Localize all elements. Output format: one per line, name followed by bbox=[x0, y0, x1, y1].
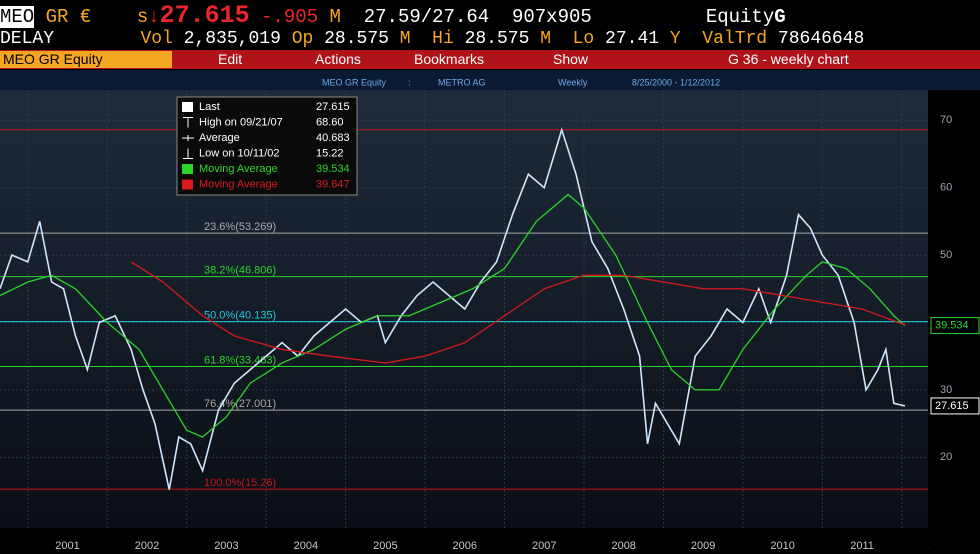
legend-value: 39.534 bbox=[316, 163, 350, 175]
y-tick-label: 30 bbox=[940, 384, 952, 396]
valtrd: 78646648 bbox=[777, 29, 865, 49]
price-tag-label: 39.534 bbox=[935, 320, 969, 332]
price-line bbox=[0, 127, 906, 490]
subtitle-band bbox=[0, 70, 980, 90]
sub-period: Weekly bbox=[558, 77, 588, 87]
legend-label: Last bbox=[199, 101, 220, 113]
change: -.905 bbox=[261, 6, 319, 28]
fib-label: 23.6%(53.269) bbox=[204, 221, 276, 233]
x-tick-label: 2011 bbox=[850, 540, 874, 552]
screen-title: G 36 - weekly chart bbox=[728, 51, 849, 67]
y-tick-label: 20 bbox=[940, 451, 952, 463]
legend-value: 39.647 bbox=[316, 178, 350, 190]
quote-row: MEO GR € s↓27.615 -.905 M 27.59/27.64 90… bbox=[0, 2, 980, 30]
bid-ask: 27.59/27.64 bbox=[363, 6, 490, 28]
fib-label: 50.0%(40.135) bbox=[204, 309, 276, 321]
plot: 2000200120022003200420052006200720082009… bbox=[0, 90, 953, 552]
g: G bbox=[774, 6, 786, 28]
x-tick-label: 2010 bbox=[770, 540, 794, 552]
legend-label: Moving Average bbox=[199, 163, 278, 175]
fib-label: 100.0%(15.26) bbox=[204, 477, 276, 489]
x-tick-label: 2008 bbox=[611, 540, 635, 552]
legend-swatch bbox=[182, 164, 193, 174]
legend-label: Average bbox=[199, 132, 240, 144]
legend-box bbox=[176, 96, 358, 196]
m: M bbox=[399, 29, 411, 49]
toolbar: MEO GR Equity Edit Actions Bookmarks Sho… bbox=[0, 50, 980, 69]
sub-security: MEO GR Equity bbox=[322, 77, 387, 87]
price: 27.615 bbox=[159, 1, 250, 30]
op-label: Op bbox=[291, 29, 314, 49]
arrow: ↓ bbox=[148, 6, 160, 28]
legend-value: 68.60 bbox=[316, 116, 344, 128]
hi-label: Hi bbox=[432, 29, 454, 49]
legend-label: High on 09/21/07 bbox=[199, 116, 283, 128]
legend: Last 27.615 High on 09/21/07 68.60 Average 40… bbox=[176, 96, 358, 196]
legend-value: 27.615 bbox=[316, 101, 350, 113]
x-tick-label: 2009 bbox=[691, 540, 715, 552]
y-tick-label: 50 bbox=[940, 249, 952, 261]
legend-value: 40.683 bbox=[316, 132, 350, 144]
hi: 28.575 bbox=[464, 29, 530, 49]
vol: 2,835,019 bbox=[183, 29, 281, 49]
show-menu[interactable]: Show bbox=[553, 51, 589, 67]
x-tick-label: 2001 bbox=[55, 540, 79, 552]
legend-icon bbox=[183, 148, 193, 159]
fib-label: 76.4%(27.001) bbox=[204, 398, 276, 410]
edit-menu[interactable]: Edit bbox=[218, 51, 243, 67]
legend-swatch bbox=[182, 179, 193, 190]
sub-name: METRO AG bbox=[438, 77, 486, 87]
lo: 27.41 bbox=[605, 29, 660, 49]
y-tick-label: 70 bbox=[940, 114, 952, 126]
exchange: GR bbox=[45, 6, 69, 28]
x-tick-label: 2006 bbox=[453, 540, 477, 552]
y-tick-label: 60 bbox=[940, 182, 952, 194]
ticker: MEO bbox=[0, 6, 35, 28]
x-tick-label: 2007 bbox=[532, 540, 556, 552]
legend-label: Low on 10/11/02 bbox=[199, 147, 280, 159]
s: s bbox=[136, 6, 149, 28]
bookmarks-menu[interactable]: Bookmarks bbox=[414, 51, 485, 67]
size: 907x905 bbox=[511, 6, 592, 28]
valtrd-label: ValTrd bbox=[702, 29, 768, 49]
fib-label: 38.2%(46.806) bbox=[204, 265, 276, 277]
x-tick-label: 2003 bbox=[214, 540, 238, 552]
sub-sep: : bbox=[408, 77, 411, 87]
legend-swatch bbox=[182, 102, 193, 112]
price-tag-label: 27.615 bbox=[935, 400, 969, 412]
price-tag bbox=[930, 317, 980, 335]
moving-average-line bbox=[0, 193, 906, 438]
actions-menu[interactable]: Actions bbox=[315, 51, 361, 67]
x-tick-label: 2004 bbox=[294, 540, 318, 552]
lo-label: Lo bbox=[572, 29, 595, 49]
legend-icon bbox=[182, 135, 194, 141]
legend-label: Moving Average bbox=[199, 178, 278, 190]
chart: MEO GR Equity : METRO AG Weekly 8/25/200… bbox=[0, 70, 980, 552]
m: M bbox=[540, 29, 552, 49]
legend-value: 15.22 bbox=[316, 147, 344, 159]
currency: € bbox=[79, 6, 92, 28]
x-tick-label: 2002 bbox=[135, 540, 159, 552]
moving-average-line bbox=[130, 261, 906, 364]
m: M bbox=[329, 6, 341, 28]
security-field[interactable]: MEO GR Equity bbox=[0, 51, 172, 68]
price-tag bbox=[930, 397, 980, 415]
x-tick-label: 2005 bbox=[373, 540, 397, 552]
sector: Equity bbox=[705, 6, 775, 28]
y: Y bbox=[669, 29, 681, 49]
x-tick-label: 2012 bbox=[929, 540, 953, 552]
legend-icon bbox=[183, 117, 193, 128]
vol-label: Vol bbox=[140, 29, 173, 49]
delay: DELAY bbox=[0, 29, 55, 49]
sub-range: 8/25/2000 - 1/12/2012 bbox=[632, 77, 720, 87]
stats-row: DELAY Vol 2,835,019 Op 28.575 M Hi 28.57… bbox=[0, 28, 980, 50]
op: 28.575 bbox=[324, 29, 389, 49]
